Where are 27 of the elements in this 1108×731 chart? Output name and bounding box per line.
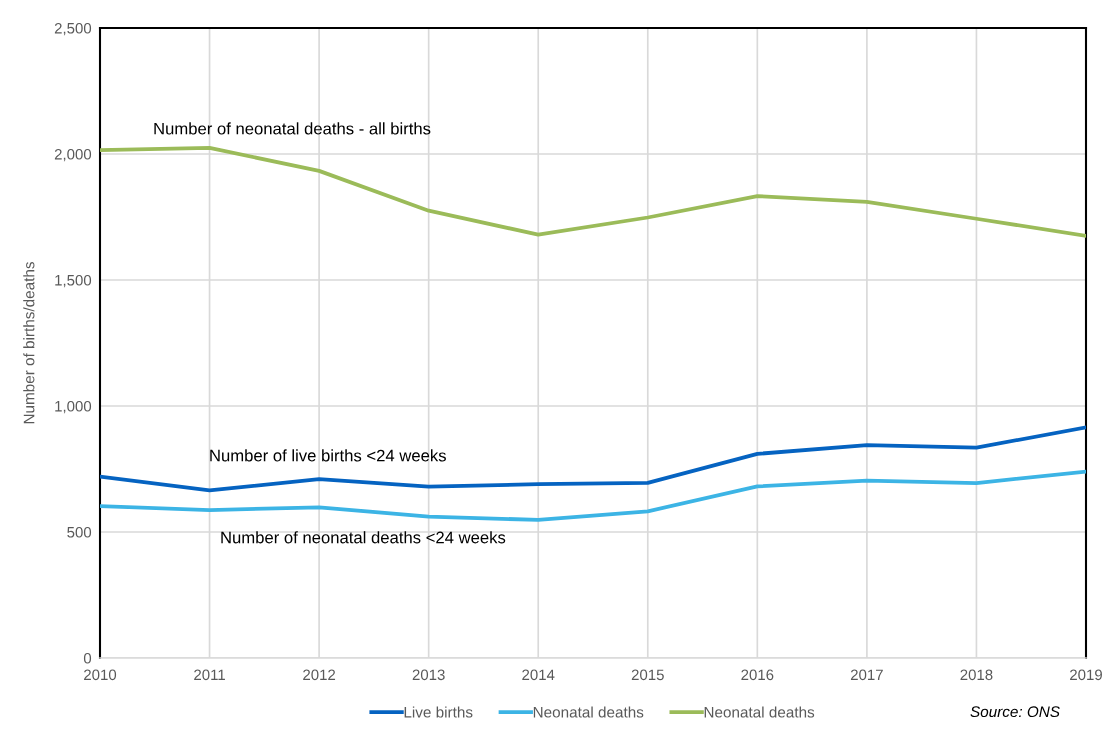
y-tick-label: 1,000 [55,400,92,414]
line-series [100,425,1086,493]
annotation: Number of neonatal deaths <24 weeks [221,531,506,544]
x-tick-label: 2019 [1070,669,1102,681]
x-tick-label: 2016 [741,669,774,681]
line-series [100,469,1086,522]
x-tick-label: 2010 [84,669,117,681]
x-tick-label: 2014 [522,669,555,681]
y-tick-label: 0 [83,652,92,664]
legend-label: Live births [404,706,473,718]
line-series [100,146,1086,238]
x-tick-label: 2012 [303,669,336,681]
x-tick-label: 2011 [194,669,225,681]
y-tick-label: 500 [67,526,92,538]
legend-label: Neonatal deaths [533,706,644,718]
x-tick-label: 2017 [850,669,883,681]
source-note: Source: ONS [970,706,1060,718]
y-axis-title: Number of births/deaths [23,262,35,424]
x-tick-label: 2015 [631,669,664,681]
y-tick-label: 2,500 [54,22,92,36]
x-tick-label: 2018 [960,669,993,681]
y-tick-label: 1,500 [55,274,92,288]
x-tick-label: 2013 [412,669,445,681]
legend-label: Neonatal deaths [704,706,815,718]
annotation: Number of neonatal deaths - all births [154,122,431,135]
y-tick-label: 2,000 [54,148,92,162]
annotation: Number of live births <24 weeks [210,449,446,462]
